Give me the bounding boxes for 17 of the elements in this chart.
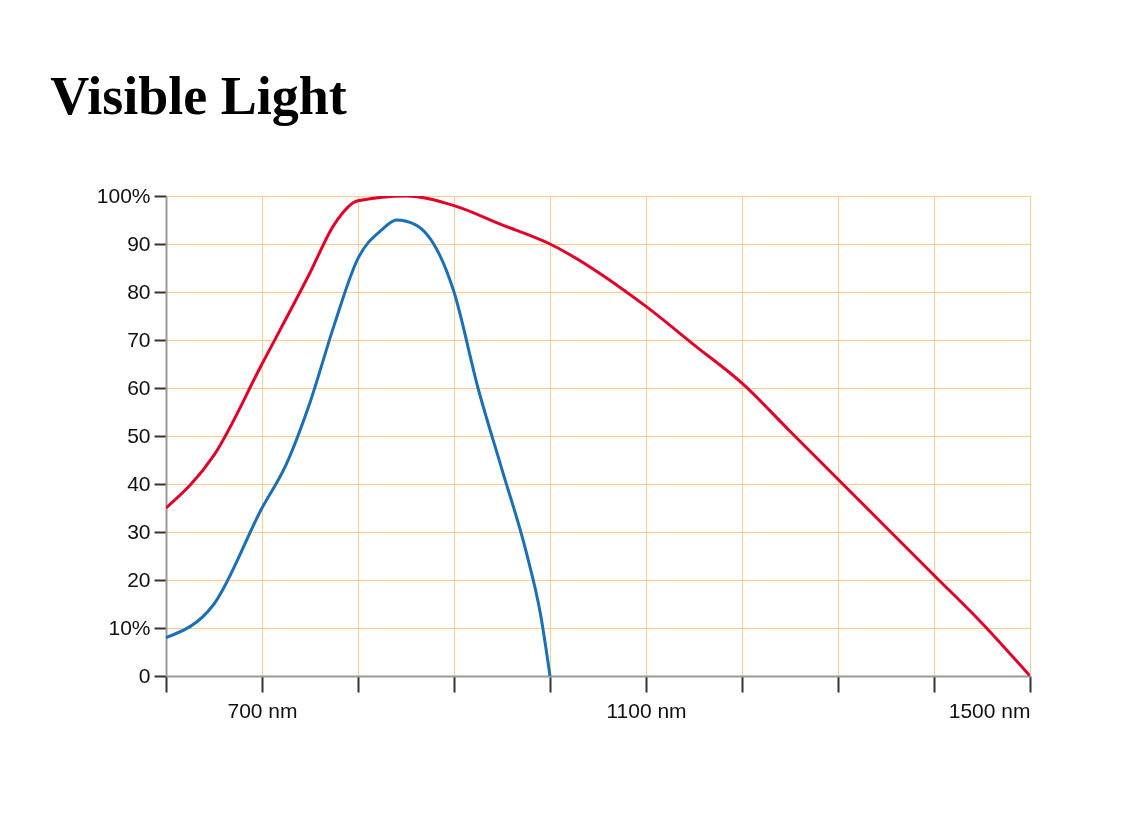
line-series xyxy=(166,196,1030,676)
y-tick-label: 0 xyxy=(138,663,151,687)
y-tick-label: 100% xyxy=(96,183,151,207)
x-tick-label: 1100 nm xyxy=(606,698,687,722)
y-tick-label: 20 xyxy=(127,567,151,591)
x-tick-label: 1500 nm xyxy=(948,698,1031,722)
y-tick-label: 70 xyxy=(127,327,151,351)
y-tick-label: 40 xyxy=(127,471,151,495)
line-series xyxy=(166,218,552,676)
y-tick-label: 80 xyxy=(127,279,151,303)
y-tick-label: 90 xyxy=(127,231,151,255)
y-tick-label: 50 xyxy=(127,423,151,447)
y-tick-label: 30 xyxy=(127,519,151,543)
y-tick-label: 10% xyxy=(108,615,151,639)
chart-title: Visible Light xyxy=(50,66,347,126)
y-tick-label: 60 xyxy=(127,375,151,399)
x-tick-label: 700 nm xyxy=(227,698,298,722)
